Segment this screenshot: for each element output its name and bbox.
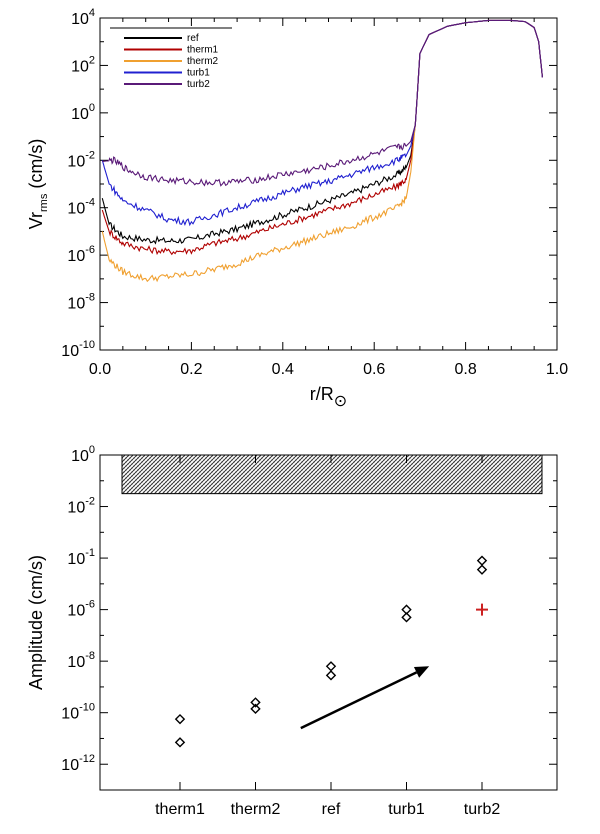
- y-tick-label: 10-8: [67, 650, 95, 671]
- diamond-marker-therm1: [174, 737, 186, 748]
- legend-label-ref: ref: [187, 33, 199, 44]
- y-tick-label: 10-6: [67, 599, 95, 620]
- y-tick-label: 102: [71, 54, 95, 75]
- y-tick-exponent: -6: [85, 244, 95, 256]
- y-tick-exponent: 0: [89, 102, 95, 114]
- y-tick-base: 10: [67, 551, 85, 568]
- x-axis-title-sub: ⊙: [334, 393, 347, 410]
- series-line-turb1: [101, 19, 543, 227]
- y-tick-label: 10-12: [61, 753, 95, 774]
- y-axis-title: Vrrms (cm/s): [26, 139, 50, 230]
- y-tick-base: 10: [67, 500, 85, 517]
- diamond-marker-turb2: [476, 555, 488, 566]
- x-tick-label: 0.2: [180, 361, 202, 378]
- diamond-marker-therm2: [250, 703, 261, 715]
- diamond-marker-ref: [325, 661, 337, 672]
- y-tick-base: 10: [61, 343, 79, 360]
- y-tick-base: 10: [67, 248, 85, 265]
- diamond-marker-ref: [325, 670, 337, 681]
- x-category-label: therm1: [155, 801, 205, 818]
- y-tick-base: 10: [67, 153, 85, 170]
- plot-frame: [99, 17, 558, 351]
- y-tick-base: 10: [71, 448, 89, 465]
- series-line-ref: [101, 19, 543, 245]
- y-axis-title: Amplitude (cm/s): [26, 555, 46, 690]
- y-tick-exponent: -2: [85, 496, 95, 508]
- legend-label-therm1: therm1: [187, 45, 219, 56]
- y-tick-exponent: 0: [89, 444, 95, 456]
- diamond-marker-therm1: [174, 713, 186, 725]
- y-tick-label: 10-6: [67, 244, 95, 265]
- y-tick-label: 10-10: [61, 339, 95, 360]
- y-tick-base: 10: [71, 11, 89, 28]
- vrms-line-chart: 0.0 0.2 0.4 0.6 0.8 1.010410210010-210-410-61…: [26, 7, 568, 410]
- x-tick-label: 0.6: [363, 361, 385, 378]
- trend-arrow-head: [413, 666, 430, 678]
- trend-arrow-shaft: [300, 671, 418, 730]
- y-tick-label: 100: [71, 102, 95, 123]
- x-tick-label: 1.0: [546, 361, 568, 378]
- plot-frame: [99, 454, 558, 791]
- series-line-therm2: [101, 19, 543, 283]
- y-tick-base: 10: [67, 654, 85, 671]
- y-tick-exponent: 2: [89, 54, 95, 66]
- y-tick-base: 10: [61, 757, 79, 774]
- y-axis-title-group: Vrrms (cm/s): [26, 139, 50, 230]
- x-category-label: turb1: [388, 801, 425, 818]
- y-tick-base: 10: [67, 201, 85, 218]
- x-tick-label: 0.0: [89, 361, 111, 378]
- y-tick-base: 10: [71, 106, 89, 123]
- y-axis-title-rest: (cm/s): [26, 139, 46, 194]
- legend-label-turb1: turb1: [187, 68, 210, 79]
- x-tick-label: 0.4: [272, 361, 294, 378]
- x-axis-title-main: r/R: [310, 384, 334, 404]
- y-tick-exponent: 4: [89, 7, 95, 19]
- y-tick-exponent: -1: [85, 547, 95, 559]
- y-tick-base: 10: [67, 296, 85, 313]
- shaded-region: [121, 454, 543, 495]
- legend-label-therm2: therm2: [187, 56, 219, 67]
- x-axis-title: r/R⊙: [310, 384, 347, 410]
- y-tick-exponent: -8: [85, 292, 95, 304]
- series-line-therm1: [101, 19, 543, 256]
- y-tick-exponent: -6: [85, 599, 95, 611]
- y-tick-exponent: -12: [79, 753, 95, 765]
- y-tick-base: 10: [67, 603, 85, 620]
- y-tick-exponent: -10: [79, 702, 95, 714]
- y-axis-title-sub: rms: [38, 193, 50, 212]
- x-category-label: turb2: [464, 801, 501, 818]
- y-tick-base: 10: [71, 58, 89, 75]
- diamond-marker-turb1: [401, 612, 412, 623]
- y-tick-label: 10-8: [67, 292, 95, 313]
- y-tick-exponent: -4: [85, 197, 95, 209]
- y-tick-label: 10-2: [67, 496, 95, 517]
- y-tick-label: 100: [71, 444, 95, 465]
- y-tick-exponent: -8: [85, 650, 95, 662]
- x-category-label: ref: [322, 801, 341, 818]
- y-tick-exponent: -10: [79, 339, 95, 351]
- diamond-marker-therm2: [250, 697, 261, 708]
- y-axis-title-group: Amplitude (cm/s): [26, 555, 46, 690]
- series-line-turb2: [102, 19, 543, 187]
- y-tick-label: 10-4: [67, 197, 95, 218]
- y-tick-label: 10-2: [67, 149, 95, 170]
- y-tick-label: 104: [71, 7, 95, 28]
- y-tick-exponent: -2: [85, 149, 95, 161]
- y-tick-base: 10: [61, 706, 79, 723]
- y-tick-label: 10-10: [61, 702, 95, 723]
- x-category-label: therm2: [231, 801, 281, 818]
- legend-label-turb2: turb2: [187, 79, 210, 90]
- x-tick-label: 0.8: [454, 361, 476, 378]
- y-axis-title-main: Vr: [26, 212, 46, 229]
- diamond-marker-turb2: [476, 564, 488, 575]
- y-tick-label: 10-1: [67, 547, 95, 568]
